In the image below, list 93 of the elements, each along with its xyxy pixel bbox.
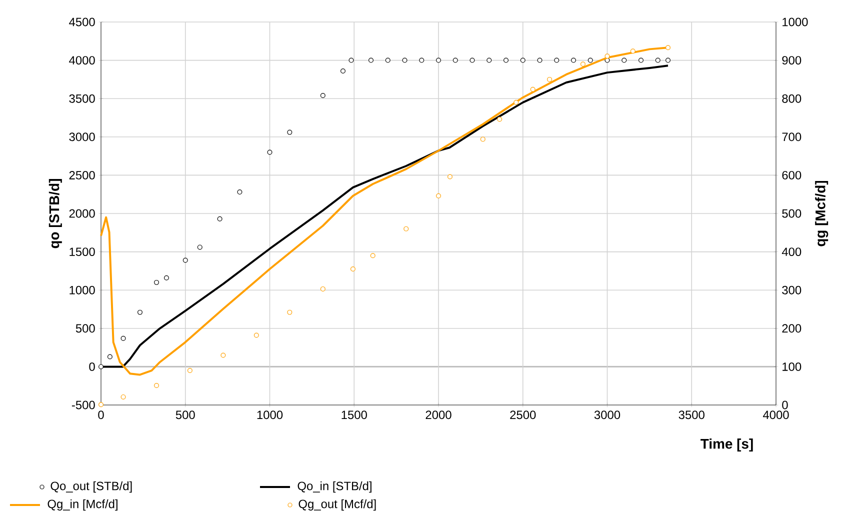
point <box>580 62 586 67</box>
point <box>154 280 160 285</box>
y-tick-label: 1500 <box>70 248 95 256</box>
y-tick-label: 1000 <box>70 286 95 294</box>
y-tick-label: 500 <box>76 324 95 333</box>
point <box>436 193 441 198</box>
point <box>520 58 526 63</box>
point <box>504 58 508 63</box>
point <box>452 58 458 63</box>
y2-tick-label: 1000 <box>782 18 808 26</box>
point <box>98 402 104 408</box>
point <box>419 58 424 63</box>
y-tick-label: 2000 <box>69 209 95 218</box>
x-tick-label: 2500 <box>510 410 536 420</box>
x-tick-label: 4000 <box>762 410 789 420</box>
point <box>220 352 226 358</box>
y-tick-label: 0 <box>89 362 95 371</box>
point <box>655 58 660 63</box>
y-axis-title: qo [STB/d] <box>48 179 62 248</box>
point <box>497 116 502 122</box>
x-tick-label: 1500 <box>342 410 367 420</box>
y2-tick-label: 0 <box>782 400 788 410</box>
legend-label: Qo_out [STB/d] <box>50 481 132 493</box>
point <box>385 58 390 63</box>
point <box>320 286 326 292</box>
point <box>287 130 292 135</box>
point <box>370 253 376 258</box>
point <box>98 364 104 370</box>
point <box>604 54 610 59</box>
point <box>182 258 188 263</box>
point <box>630 48 636 54</box>
y2-tick-label: 100 <box>782 362 802 371</box>
point <box>666 45 670 50</box>
point <box>217 216 222 222</box>
y2-tick-label: 700 <box>782 132 802 142</box>
y-tick-label: 4500 <box>69 18 95 26</box>
y2-tick-label: 600 <box>782 170 802 180</box>
x-tick-label: 0 <box>98 410 104 420</box>
x-axis-title: Time [s] <box>700 438 753 452</box>
point <box>197 244 202 250</box>
y-tick-label: 4000 <box>69 56 95 65</box>
point <box>368 58 374 63</box>
point <box>340 68 346 74</box>
point <box>530 86 536 92</box>
point <box>120 394 126 400</box>
y2-tick-label: 200 <box>782 324 802 333</box>
point <box>571 58 576 63</box>
point <box>287 310 292 315</box>
y-tick-label: 2500 <box>69 170 95 180</box>
point <box>447 174 452 180</box>
point <box>267 150 272 155</box>
point <box>588 58 593 63</box>
x-tick-label: 2000 <box>426 410 452 420</box>
y-tick-label: 3500 <box>69 94 95 103</box>
legend-label: Qg_in [Mcf/d] <box>48 499 118 511</box>
point <box>436 58 441 63</box>
x-tick-label: 500 <box>176 410 195 420</box>
y-tick-label: 3000 <box>69 132 95 142</box>
y-tick-label: -500 <box>72 400 95 410</box>
y2-tick-label: 900 <box>782 56 802 65</box>
legend-label: Qg_out [Mcf/d] <box>298 499 376 511</box>
x-tick-label: 1000 <box>257 410 283 420</box>
point <box>486 58 492 63</box>
y2-tick-label: 400 <box>782 248 802 256</box>
y2-axis-title: qg [Mcf/d] <box>815 180 828 246</box>
x-tick-label: 3500 <box>678 410 704 420</box>
point <box>622 58 627 63</box>
point <box>254 332 259 338</box>
point <box>137 310 142 315</box>
y2-tick-label: 500 <box>782 209 802 218</box>
point <box>107 354 112 360</box>
point <box>480 136 486 142</box>
point <box>154 382 160 388</box>
point <box>320 93 326 98</box>
point <box>547 76 552 82</box>
point <box>350 266 356 272</box>
point <box>187 368 192 374</box>
point <box>237 190 242 195</box>
point <box>554 58 560 63</box>
point <box>404 226 409 232</box>
point <box>666 58 670 63</box>
legend-label: Qo_in [STB/d] <box>298 481 372 493</box>
point <box>120 336 126 341</box>
point <box>164 275 169 280</box>
point <box>470 58 475 63</box>
x-tick-label: 3000 <box>594 410 620 420</box>
point <box>514 100 519 105</box>
y2-tick-label: 300 <box>782 286 802 294</box>
point <box>402 58 408 63</box>
point <box>638 58 644 63</box>
point <box>348 58 354 63</box>
point <box>537 58 542 63</box>
y2-tick-label: 800 <box>782 94 802 103</box>
